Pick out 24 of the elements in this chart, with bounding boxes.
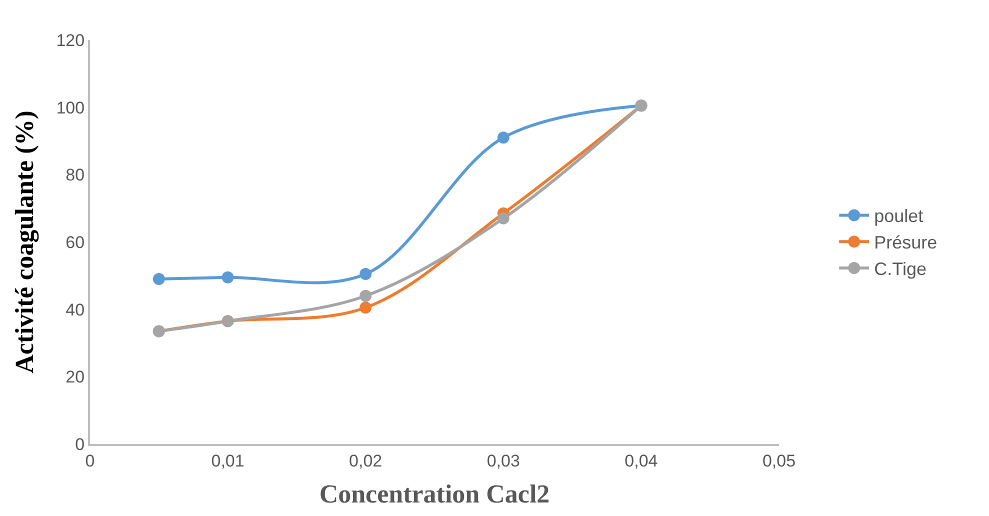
y-tick-label: 60 bbox=[66, 232, 85, 252]
point bbox=[222, 271, 234, 284]
point bbox=[497, 132, 510, 144]
point bbox=[360, 290, 372, 302]
legend-label: C.Tige bbox=[874, 259, 926, 280]
point bbox=[360, 302, 372, 314]
y-tick-label: 40 bbox=[66, 300, 85, 320]
y-tick-label: 100 bbox=[56, 98, 85, 118]
x-tick-label: 0,02 bbox=[349, 451, 382, 470]
x-tick-label: 0,05 bbox=[762, 451, 796, 470]
y-axis-title: Activité coagulante (%) bbox=[10, 110, 40, 374]
y-tick-label: 20 bbox=[66, 368, 85, 387]
y-tick-label: 120 bbox=[56, 30, 85, 50]
point bbox=[497, 212, 510, 224]
legend-label: Présure bbox=[874, 232, 938, 253]
y-tick-label: 0 bbox=[75, 434, 85, 454]
y-tick-label: 80 bbox=[66, 166, 85, 185]
x-tick-label: 0,03 bbox=[486, 451, 520, 470]
point bbox=[360, 268, 372, 280]
x-axis-title: Concentration Cacl2 bbox=[319, 480, 550, 509]
x-tick-label: 0,04 bbox=[624, 451, 658, 470]
legend-label: poulet bbox=[874, 206, 924, 226]
point bbox=[152, 273, 165, 286]
x-tick-label: 0,01 bbox=[211, 451, 244, 470]
